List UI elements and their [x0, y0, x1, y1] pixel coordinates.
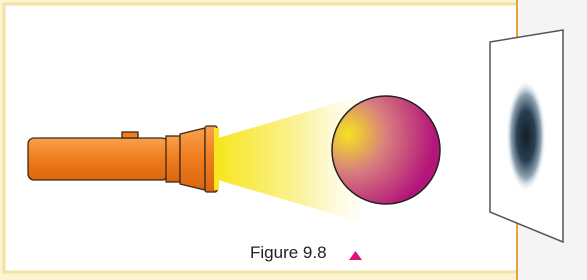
sphere: [332, 96, 440, 204]
caption: Figure 9.8: [250, 243, 327, 262]
page: Figure 9.8 (() => { const data = JSON.pa…: [0, 0, 587, 280]
shadow: [506, 80, 546, 192]
figure: Figure 9.8: [0, 0, 587, 280]
